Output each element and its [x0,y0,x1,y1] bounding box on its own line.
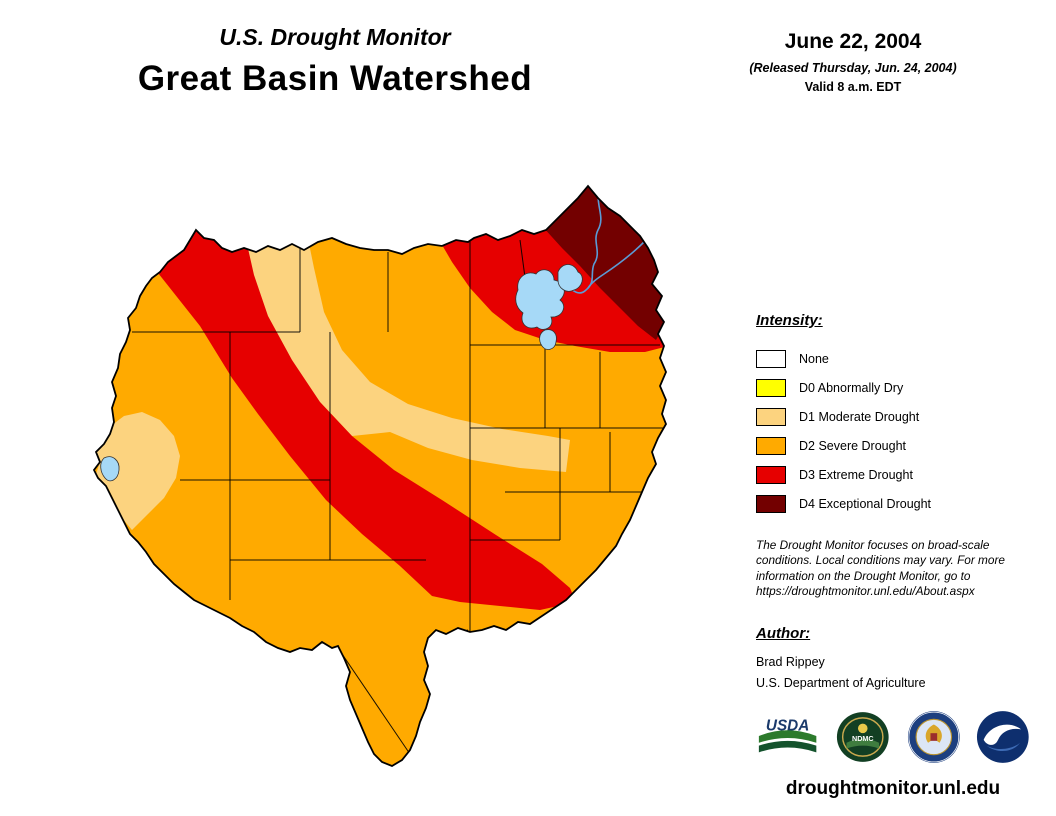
legend-item-d0: D0 Abnormally Dry [756,373,1030,402]
legend-item-d3: D3 Extreme Drought [756,460,1030,489]
map-region-d1-band [240,224,570,472]
release-date: (Released Thursday, Jun. 24, 2004) [749,61,957,75]
west-lake [100,456,120,482]
county-boundaries [132,238,664,758]
legend-item-none: None [756,344,1030,373]
noaa-logo [977,711,1030,764]
program-title: U.S. Drought Monitor [219,24,451,50]
legend-label: D4 Exceptional Drought [799,496,932,511]
legend-label: None [799,351,829,366]
legend-label: D0 Abnormally Dry [799,380,904,395]
legend-label: D2 Severe Drought [799,438,907,453]
side-panel: Intensity: None D0 Abnormally Dry D1 Mod… [756,312,1030,800]
legend-item-d2: D2 Severe Drought [756,431,1030,460]
utah-lake [539,329,557,350]
legend-label: D3 Extreme Drought [799,467,913,482]
map-date: June 22, 2004 [784,30,922,53]
legend-swatch-d3 [756,465,786,484]
legend-swatch-d0 [756,378,786,397]
legend-swatch-none [756,349,786,368]
legend-swatch-d1 [756,407,786,426]
map-region-d1-west [96,412,180,530]
legend-label: D1 Moderate Drought [799,409,920,424]
map-header: U.S. Drought Monitor Great Basin Watersh… [75,24,595,99]
date-block: June 22, 2004 (Released Thursday, Jun. 2… [728,30,978,94]
legend-item-d1: D1 Moderate Drought [756,402,1030,431]
svg-text:USDA: USDA [766,718,809,735]
legend-item-d4: D4 Exceptional Drought [756,489,1030,518]
usda-logo: USDA [758,718,817,753]
logo-row: USDA NDMC [756,708,1030,766]
great-salt-lake [515,264,583,350]
disclaimer-text: The Drought Monitor focuses on broad-sca… [756,538,1005,598]
legend-title: Intensity: [756,312,823,329]
ndmc-logo: NDMC [837,712,889,763]
watershed-outline [92,184,667,768]
author-name: Brad Rippey [756,655,825,670]
legend-swatch-d2 [756,436,786,455]
page-title: Great Basin Watershed [137,59,533,98]
legend: Intensity: None D0 Abnormally Dry D1 Mod… [756,312,1030,518]
author-heading: Author: [756,625,811,643]
drought-map [92,184,667,768]
commerce-seal-logo [907,711,960,764]
valid-time: Valid 8 a.m. EDT [804,80,902,94]
legend-swatch-d4 [756,494,786,513]
svg-text:NDMC: NDMC [852,735,874,743]
site-url: droughtmonitor.unl.edu [785,778,1001,800]
map-region-d3-band [138,222,576,610]
map-region-d4 [542,186,665,340]
river-lines [567,187,645,294]
author-organization: U.S. Department of Agriculture [756,676,926,691]
